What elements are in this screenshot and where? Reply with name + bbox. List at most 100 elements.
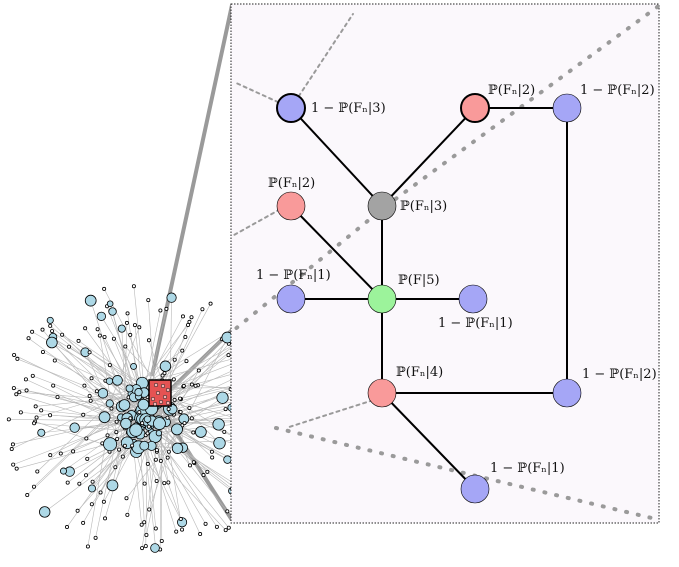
background-node [166,292,177,303]
background-node [153,457,158,462]
background-node [158,308,163,313]
highlight-node [165,387,171,393]
background-node [212,418,225,431]
background-node [129,423,143,437]
inset-edges [290,107,568,490]
background-node [6,417,11,422]
background-node [98,411,111,424]
background-node [159,538,164,543]
background-node [71,449,76,454]
background-node [30,329,35,334]
background-node [113,465,118,470]
edge [290,107,383,207]
background-node [40,349,45,354]
background-node [132,323,137,328]
background-node [89,376,94,381]
background-node [103,437,118,452]
background-edge [147,463,165,484]
background-node [101,499,106,504]
background-node [108,307,117,316]
background-node [166,407,171,412]
background-node [226,353,231,358]
background-node [76,338,81,343]
background-node [146,424,151,429]
background-node [90,479,95,484]
background-node [146,338,151,343]
background-node [52,358,57,363]
background-node [37,428,46,437]
background-node [31,484,36,489]
background-node [87,484,96,493]
background-node [174,529,179,534]
background-node [172,357,177,362]
background-node [10,442,15,447]
background-node [51,383,56,388]
background-node [105,399,114,408]
background-edge [112,423,127,486]
background-node [105,433,110,438]
label-blue-right: 1 − ℙ(Fₙ|1) [438,316,513,331]
background-node [18,410,23,415]
background-node [203,521,208,526]
background-node [205,469,210,474]
background-edge [106,306,139,389]
background-node [85,456,90,461]
background-node [200,307,205,312]
highlight-node [152,401,158,407]
background-node [153,417,166,430]
background-node [130,443,135,448]
background-node [165,415,170,420]
dotted-edge [290,13,354,109]
background-node [14,392,19,397]
background-node [186,322,191,327]
background-node [146,298,151,303]
background-node [189,382,194,387]
background-node [120,454,125,459]
background-node [120,417,132,430]
background-node [32,421,37,426]
edge [381,392,476,490]
background-node [103,516,108,521]
background-node [208,301,213,306]
background-node [11,462,16,467]
background-node [128,416,133,421]
background-node [39,506,51,518]
background-node [95,327,100,332]
background-node [48,453,53,458]
node-grey [367,191,397,221]
background-edge [42,351,139,397]
background-edge [160,460,226,531]
background-node [106,300,114,308]
background-node [55,395,60,400]
background-node [158,458,163,463]
background-edge [16,394,137,431]
background-node [213,436,226,450]
background-node [39,408,44,413]
background-node [180,348,185,353]
background-node [82,383,87,388]
background-node [226,525,231,530]
background-node [191,460,196,465]
background-node [147,507,152,512]
background-node [178,409,183,414]
background-node [115,436,120,441]
dotted-edge [285,395,387,429]
background-node [171,423,183,436]
background-node [117,324,126,333]
background-node [85,544,90,549]
background-node [23,377,28,382]
background-node [155,429,163,437]
background-node [102,286,107,291]
background-node [196,368,201,373]
background-node [14,466,19,471]
background-node [88,398,93,403]
background-node [171,377,176,382]
background-node [180,314,185,319]
background-node [123,344,128,349]
node-red-top [460,93,490,123]
background-node [33,404,38,409]
background-node [97,387,109,399]
highlight-node [165,400,171,406]
background-edge [151,431,230,528]
background-node [166,480,171,485]
